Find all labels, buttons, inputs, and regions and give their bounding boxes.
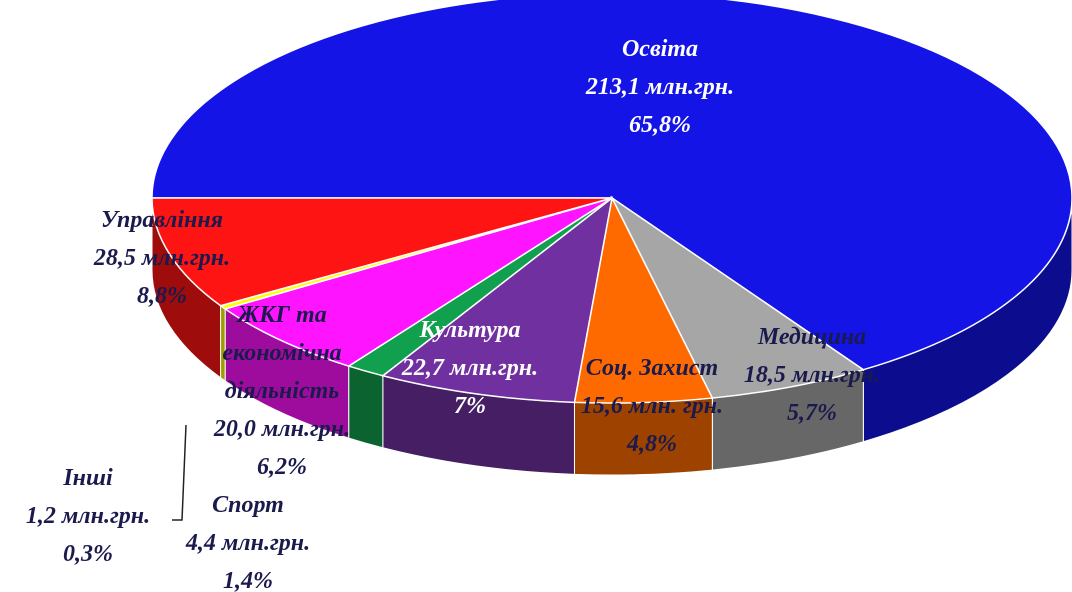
label-name: Медицина [757, 324, 867, 350]
label-amount: 213,1 млн.грн. [585, 74, 735, 100]
slice-label: Культура 22,7 млн.грн. 7% [402, 311, 538, 425]
label-percent: 6,2% [257, 454, 307, 480]
slice-label: Освіта 213,1 млн.грн. 65,8% [586, 30, 734, 144]
label-name: Освіта [621, 36, 699, 62]
slice-label: Спорт 4,4 млн.грн. 1,4% [186, 486, 310, 592]
slice-label: ЖКГ та економічна діяльність 20,0 млн.грн… [197, 296, 367, 486]
label-percent: 8,8% [136, 283, 187, 309]
label-percent: 7% [453, 393, 486, 419]
label-amount: 22,7 млн.грн. [401, 355, 539, 381]
label-percent: 4,8% [626, 431, 677, 457]
slice [223, 197, 613, 367]
slice [381, 196, 614, 404]
label-percent: 5,7% [786, 400, 837, 426]
slice-label: Управління 28,5 млн.грн. 8,8% [94, 201, 230, 315]
side-walls [151, 197, 1072, 476]
leader-line [172, 424, 187, 521]
label-percent: 0,3% [62, 541, 113, 567]
label-amount: 20,0 млн.грн. [213, 416, 351, 442]
slice [151, 0, 1072, 371]
slice [151, 197, 613, 307]
label-name: Управління [100, 207, 224, 233]
label-amount: 1,2 млн.грн. [25, 503, 151, 529]
label-amount: 15,6 млн. грн. [580, 393, 724, 419]
label-percent: 1,4% [222, 568, 273, 592]
label-name: ЖКГ та економічна діяльність [222, 302, 342, 404]
slice-label: Медицина 18,5 млн.грн. 5,7% [744, 318, 880, 432]
label-name: Спорт [212, 492, 284, 518]
slice-label: Інші 1,2 млн.грн. 0,3% [26, 459, 150, 573]
label-percent: 65,8% [628, 112, 691, 138]
label-name: Соц. Захист [585, 355, 719, 381]
slice-label: Соц. Захист 15,6 млн. грн. 4,8% [581, 349, 723, 463]
label-name: Культура [419, 317, 521, 343]
slice [610, 195, 866, 399]
label-amount: 28,5 млн.грн. [93, 245, 231, 271]
label-amount: 18,5 млн.грн. [743, 362, 881, 388]
label-amount: 4,4 млн.грн. [185, 530, 311, 556]
label-name: Інші [63, 465, 113, 491]
